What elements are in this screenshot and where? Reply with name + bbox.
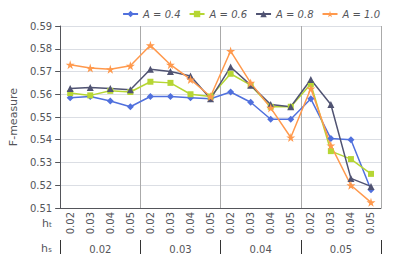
svg-text:0.58: 0.58 [30, 43, 52, 54]
svg-text:0.05: 0.05 [205, 212, 216, 234]
svg-text:0.03: 0.03 [325, 212, 336, 234]
svg-text:hₜ: hₜ [42, 217, 52, 230]
svg-text:0.03: 0.03 [169, 244, 191, 255]
svg-text:0.03: 0.03 [85, 212, 96, 234]
svg-text:0.05: 0.05 [365, 212, 376, 234]
svg-text:0.05: 0.05 [330, 244, 352, 255]
svg-text:0.52: 0.52 [30, 180, 52, 191]
svg-text:0.03: 0.03 [245, 212, 256, 234]
svg-text:F-measure: F-measure [7, 88, 20, 147]
svg-text:0.51: 0.51 [30, 203, 52, 214]
svg-text:0.04: 0.04 [345, 212, 356, 234]
svg-text:0.05: 0.05 [285, 212, 296, 234]
svg-text:0.02: 0.02 [145, 212, 156, 234]
svg-text:0.04: 0.04 [105, 212, 116, 234]
svg-text:A = 0.6: A = 0.6 [209, 9, 247, 20]
svg-text:A = 1.0: A = 1.0 [342, 9, 380, 20]
svg-text:A = 0.8: A = 0.8 [275, 9, 313, 20]
svg-text:0.54: 0.54 [30, 134, 52, 145]
svg-text:0.56: 0.56 [30, 89, 52, 100]
svg-text:A = 0.4: A = 0.4 [142, 9, 180, 20]
svg-text:0.04: 0.04 [265, 212, 276, 234]
svg-text:0.53: 0.53 [30, 157, 52, 168]
svg-text:0.04: 0.04 [185, 212, 196, 234]
svg-text:0.03: 0.03 [165, 212, 176, 234]
svg-text:0.59: 0.59 [30, 21, 52, 32]
svg-text:0.02: 0.02 [65, 212, 76, 234]
svg-text:0.05: 0.05 [125, 212, 136, 234]
svg-text:hₛ: hₛ [41, 242, 52, 255]
svg-text:0.02: 0.02 [305, 212, 316, 234]
svg-text:0.02: 0.02 [89, 244, 111, 255]
svg-text:0.55: 0.55 [30, 112, 52, 123]
svg-text:0.57: 0.57 [30, 66, 52, 77]
svg-text:0.04: 0.04 [250, 244, 272, 255]
svg-text:0.02: 0.02 [225, 212, 236, 234]
